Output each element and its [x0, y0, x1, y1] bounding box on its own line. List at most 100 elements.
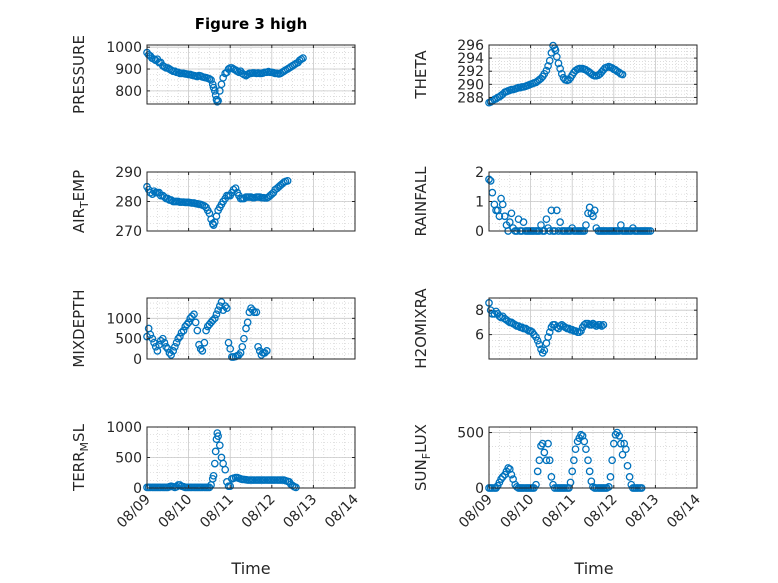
data-point — [544, 333, 552, 341]
data-point — [582, 221, 590, 229]
y-tick-label: 500 — [115, 332, 142, 348]
data-point — [165, 349, 174, 357]
data-point — [532, 333, 540, 341]
data-point — [547, 473, 556, 481]
data-point — [599, 320, 608, 329]
data-point — [214, 306, 222, 315]
data-point — [540, 346, 549, 355]
data-point — [596, 320, 604, 329]
data-point — [213, 429, 222, 437]
data-point — [208, 316, 217, 325]
data-point — [193, 326, 202, 335]
data-point — [205, 75, 214, 83]
data-point — [213, 97, 222, 106]
data-point — [171, 342, 179, 351]
data-point — [580, 437, 589, 446]
data-point — [200, 338, 209, 347]
y-tick-label: 290 — [115, 165, 142, 181]
data-point — [174, 68, 183, 77]
data-point — [158, 334, 167, 343]
data-point — [552, 206, 561, 215]
data-point — [156, 336, 165, 345]
data-point — [500, 212, 509, 221]
data-point — [622, 445, 630, 454]
data-point — [160, 338, 169, 347]
data-point — [498, 473, 507, 481]
data-point — [292, 483, 300, 492]
data-point — [587, 320, 596, 329]
y-tick-label: 0 — [475, 481, 484, 497]
data-point — [215, 441, 224, 450]
data-point — [238, 69, 247, 78]
data-point — [507, 209, 516, 218]
data-point — [535, 456, 544, 465]
x-tick-label: 08/14 — [322, 491, 362, 531]
figure-title: Figure 3 high — [195, 15, 308, 33]
data-point — [618, 70, 627, 79]
data-point — [219, 306, 227, 315]
data-point — [617, 439, 625, 448]
data-point — [228, 64, 236, 72]
data-point — [210, 314, 219, 323]
axes-frame — [488, 426, 698, 489]
y-tick-label: 296 — [457, 38, 484, 54]
data-point — [535, 340, 544, 349]
data-point — [618, 450, 627, 459]
y-tick-label: 0 — [133, 352, 142, 368]
data-point — [172, 338, 181, 347]
axes-frame — [488, 297, 698, 360]
y-tick-label: 1000 — [106, 420, 142, 436]
y-tick-label: 280 — [115, 195, 142, 211]
y-tick-label: 1000 — [106, 311, 142, 327]
data-point — [545, 456, 554, 465]
data-point — [299, 54, 307, 62]
data-point — [486, 177, 495, 185]
data-point — [542, 66, 551, 75]
y-tick-label: 6 — [475, 328, 484, 344]
data-point — [243, 318, 252, 327]
data-point — [238, 342, 247, 351]
data-point — [540, 448, 549, 457]
y-tick-label: 290 — [457, 77, 484, 93]
x-axis-label-right: Time — [573, 559, 613, 578]
data-point — [174, 334, 183, 343]
data-point — [226, 482, 235, 491]
y-tick-label: 1000 — [106, 40, 142, 56]
data-point — [210, 459, 219, 468]
data-point — [505, 218, 514, 226]
data-point — [544, 62, 552, 70]
y-tick-label: 800 — [115, 84, 142, 100]
data-point — [179, 326, 188, 335]
data-point — [162, 342, 170, 351]
data-point — [554, 59, 563, 68]
x-tick-label: 08/11 — [539, 492, 579, 532]
data-point — [207, 76, 215, 84]
data-point — [196, 344, 205, 353]
data-point — [191, 318, 200, 327]
x-tick-label: 08/10 — [498, 492, 538, 532]
data-point — [585, 467, 594, 476]
data-point — [167, 351, 175, 359]
data-point — [556, 64, 564, 73]
y-tick-label: 292 — [457, 64, 484, 80]
data-point — [177, 328, 186, 337]
y-tick-label: 294 — [457, 51, 484, 67]
y-axis-label: SUNFLUX — [412, 424, 433, 491]
y-tick-label: 900 — [115, 62, 142, 78]
y-tick-label: 500 — [115, 451, 142, 467]
data-point — [625, 473, 634, 481]
data-point — [210, 87, 219, 95]
data-point — [169, 347, 178, 355]
data-point — [542, 456, 551, 465]
subplot-5: 0 500 1000 MIXDEPTH — [70, 289, 356, 368]
x-tick-label: 08/11 — [197, 492, 237, 532]
axes-frame — [146, 44, 356, 105]
subplot-1: 800 900 1000 PRESSURE — [70, 35, 356, 114]
data-point — [208, 80, 217, 89]
data-point — [262, 347, 271, 355]
y-axis-label: PRESSURE — [70, 35, 88, 114]
x-tick-label: 08/13 — [622, 492, 662, 532]
y-axis-label: MIXDEPTH — [70, 289, 88, 367]
